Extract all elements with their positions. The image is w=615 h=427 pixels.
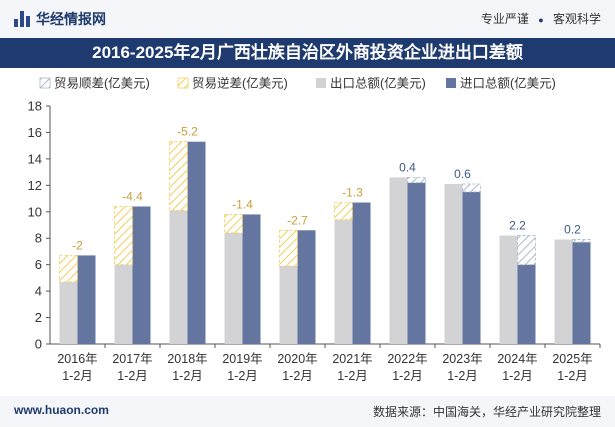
x-tick-label-year: 2025年 [552, 352, 592, 366]
x-tick-label-period: 1-2月 [392, 369, 423, 383]
import-bar [407, 182, 426, 344]
bar-chart: 贸易顺差(亿美元) 贸易逆差(亿美元) 出口总额(亿美元) 进口总额(亿美元) 0 2 4… [28, 76, 601, 383]
export-bar [114, 264, 133, 344]
x-tick-label-period: 1-2月 [62, 369, 93, 383]
y-tick-label: 2 [35, 310, 42, 325]
tagline: 专业严谨 ● 客观科学 [475, 10, 601, 27]
x-tick-label-period: 1-2月 [227, 369, 258, 383]
balance-label: -4.4 [122, 189, 143, 203]
deficit-segment [114, 206, 133, 266]
legend-export-swatch [316, 78, 326, 88]
x-tick-label-period: 1-2月 [557, 369, 588, 383]
x-tick-label-year: 2023年 [442, 352, 482, 366]
import-bar [517, 264, 536, 344]
x-tick-label-period: 1-2月 [117, 369, 148, 383]
brand-name: 华经情报网 [36, 11, 106, 27]
surplus-segment [407, 177, 426, 184]
y-tick-label: 14 [28, 151, 42, 166]
export-bar [389, 177, 408, 344]
x-tick-label-period: 1-2月 [447, 369, 478, 383]
data-source: 数据来源：中国海关，华经产业研究院整理 [372, 405, 601, 419]
import-bar [462, 191, 481, 344]
export-bar [279, 265, 298, 344]
balance-label: 0.6 [454, 167, 471, 181]
import-bar [242, 214, 261, 344]
balance-label: -1.4 [232, 197, 253, 211]
export-bar [499, 235, 518, 344]
tagline-separator: ● [538, 15, 544, 25]
chart-title: 2016-2025年2月广西壮族自治区外商投资企业进出口差额 [0, 38, 615, 68]
import-bar [572, 242, 591, 344]
tagline-left: 专业严谨 [480, 12, 529, 26]
x-tick-label-year: 2018年 [167, 352, 207, 366]
y-tick-label: 6 [35, 257, 42, 272]
footer: www.huaon.com 数据来源：中国海关，华经产业研究院整理 [0, 396, 615, 427]
chart-bars [59, 141, 591, 344]
y-tick-label: 12 [28, 178, 42, 193]
balance-label: -5.2 [177, 125, 198, 139]
x-tick-label-year: 2017年 [112, 352, 152, 366]
import-bar [187, 141, 206, 344]
legend-deficit-swatch [177, 77, 189, 89]
deficit-segment [334, 202, 353, 221]
surplus-segment [462, 183, 481, 193]
import-bar [352, 202, 371, 344]
legend-import-label: 进口总额(亿美元) [460, 76, 556, 91]
export-bar [444, 184, 463, 344]
legend-surplus-label: 贸易顺差(亿美元) [54, 76, 150, 91]
x-tick-label-period: 1-2月 [172, 369, 203, 383]
x-tick-label-period: 1-2月 [282, 369, 313, 383]
y-tick-label: 0 [35, 337, 42, 352]
balance-label: -1.3 [342, 186, 363, 200]
bar-chart-logo-icon [14, 11, 30, 27]
export-bar [169, 210, 188, 344]
balance-label: -2.7 [287, 213, 308, 227]
import-bar [77, 255, 96, 344]
surplus-segment [572, 239, 591, 243]
balance-label: -2 [72, 238, 83, 252]
top-bar: 华经情报网 专业严谨 ● 客观科学 [0, 0, 615, 38]
x-tick-label-year: 2022年 [387, 352, 427, 366]
chart-axes: 0 2 4 6 8 10 12 14 16 18 2016年 1-2月 2017年 1-2月 2018年 1-… [28, 99, 601, 383]
x-tick-label-period: 1-2月 [337, 369, 368, 383]
x-tick-label-year: 2021年 [332, 352, 372, 366]
x-tick-label-year: 2024年 [497, 352, 537, 366]
legend-export-label: 出口总额(亿美元) [330, 76, 426, 91]
balance-label: 2.2 [509, 219, 526, 233]
y-tick-label: 18 [28, 99, 42, 114]
brand[interactable]: 华经情报网 [14, 8, 106, 30]
legend-surplus-swatch [39, 77, 51, 89]
x-tick-label-period: 1-2月 [502, 369, 533, 383]
balance-label: 0.4 [399, 160, 416, 174]
export-bar [224, 232, 243, 344]
x-tick-label-year: 2020年 [277, 352, 317, 366]
deficit-segment [169, 141, 188, 211]
deficit-segment [59, 255, 78, 283]
y-tick-label: 8 [35, 231, 42, 246]
x-tick-label-year: 2016年 [57, 352, 97, 366]
chart-labels: -2 -4.4 -5.2 -1.4 -2.7 -1.3 0.4 0.6 2.2 0.2 [72, 125, 581, 253]
legend-deficit-label: 贸易逆差(亿美元) [192, 76, 288, 91]
export-bar [554, 239, 573, 344]
legend-import-swatch [446, 78, 456, 88]
export-bar [334, 219, 353, 344]
export-bar [59, 281, 78, 344]
deficit-segment [224, 214, 243, 234]
deficit-segment [279, 229, 298, 267]
chart-legend: 贸易顺差(亿美元) 贸易逆差(亿美元) 出口总额(亿美元) 进口总额(亿美元) [39, 76, 556, 91]
surplus-segment [517, 235, 536, 266]
tagline-right: 客观科学 [552, 12, 601, 26]
website-link[interactable]: www.huaon.com [14, 403, 109, 417]
y-tick-label: 4 [35, 284, 42, 299]
import-bar [132, 206, 151, 344]
y-tick-label: 10 [28, 204, 42, 219]
y-tick-label: 16 [28, 125, 42, 140]
import-bar [297, 230, 316, 344]
x-tick-label-year: 2019年 [222, 352, 262, 366]
balance-label: 0.2 [564, 223, 581, 237]
